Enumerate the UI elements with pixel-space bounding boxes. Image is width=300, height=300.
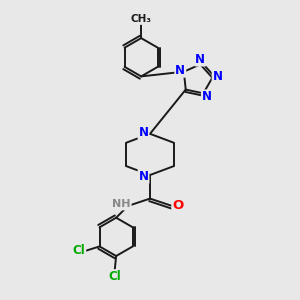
Text: CH₃: CH₃ [131,14,152,24]
Text: O: O [172,200,184,212]
Text: N: N [195,52,205,66]
Text: Cl: Cl [73,244,85,257]
Text: N: N [213,70,223,83]
Text: NH: NH [112,200,131,209]
Text: N: N [139,126,148,139]
Text: N: N [202,90,212,104]
Text: N: N [139,170,148,183]
Text: N: N [175,64,185,77]
Text: Cl: Cl [108,270,121,283]
